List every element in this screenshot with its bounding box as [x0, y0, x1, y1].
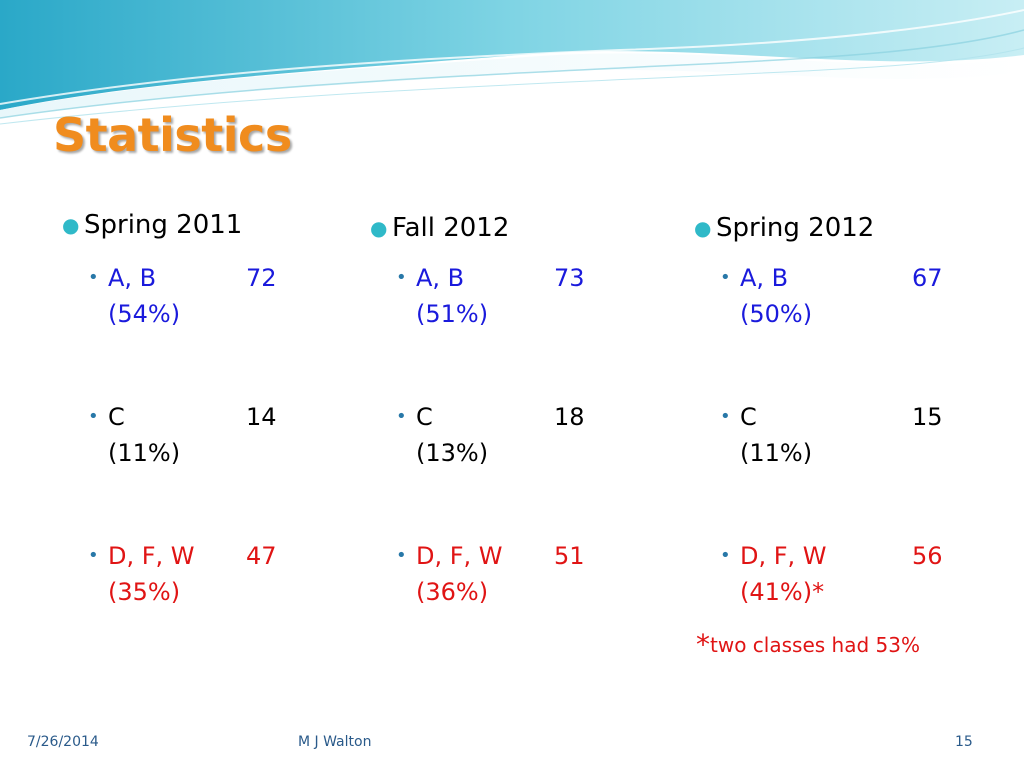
- column-fall-2012: ● Fall 2012 • A, B 73 (51%) • C 18 (13%)…: [370, 208, 670, 606]
- bullet-icon: ●: [694, 216, 712, 240]
- grade-count: 47: [246, 542, 277, 570]
- sub-bullet-icon: •: [88, 545, 99, 566]
- sub-bullet-icon: •: [720, 267, 731, 288]
- grade-count: 73: [554, 264, 585, 292]
- grade-percent: (36%): [416, 578, 489, 606]
- footnote-marker: *: [696, 628, 710, 661]
- sub-bullet-icon: •: [88, 406, 99, 427]
- grade-label: D, F, W: [416, 542, 503, 570]
- grade-percent: (54%): [108, 300, 181, 328]
- grade-percent: (50%): [740, 300, 813, 328]
- grade-label: C: [416, 403, 433, 431]
- sub-bullet-icon: •: [88, 267, 99, 288]
- sub-bullet-icon: •: [396, 267, 407, 288]
- column-spring-2011: ● Spring 2011 • A, B 72 (54%) • C 14 (11…: [62, 205, 362, 606]
- column-heading: ● Spring 2012: [694, 208, 994, 248]
- bullet-icon: ●: [370, 216, 388, 240]
- grade-count: 18: [554, 403, 585, 431]
- grade-count: 67: [912, 264, 943, 292]
- grade-label: C: [108, 403, 125, 431]
- sub-bullet-icon: •: [396, 406, 407, 427]
- sub-bullet-icon: •: [720, 545, 731, 566]
- bullet-icon: ●: [62, 213, 80, 237]
- sub-bullet-icon: •: [720, 406, 731, 427]
- grade-label: D, F, W: [740, 542, 827, 570]
- grade-label: A, B: [416, 264, 465, 292]
- grade-count: 51: [554, 542, 585, 570]
- footer-date: 7/26/2014: [27, 734, 99, 750]
- footer-author: M J Walton: [298, 734, 372, 750]
- column-heading: ● Fall 2012: [370, 208, 670, 248]
- slide-title: Statistics: [53, 108, 292, 162]
- grade-count: 72: [246, 264, 277, 292]
- footnote-text: two classes had 53%: [710, 633, 920, 657]
- header-wave-decoration: [0, 0, 1024, 125]
- column-heading-text: Spring 2011: [84, 210, 243, 240]
- grade-label: A, B: [740, 264, 789, 292]
- column-spring-2012: ● Spring 2012 • A, B 67 (50%) • C 15 (11…: [694, 208, 994, 606]
- grade-percent: (41%)*: [740, 578, 825, 606]
- column-heading-text: Fall 2012: [392, 213, 510, 243]
- grade-label: C: [740, 403, 757, 431]
- grade-percent: (11%): [108, 439, 181, 467]
- column-heading-text: Spring 2012: [716, 213, 875, 243]
- grade-percent: (11%): [740, 439, 813, 467]
- grade-label: D, F, W: [108, 542, 195, 570]
- footer-page-number: 15: [955, 734, 973, 750]
- grade-percent: (51%): [416, 300, 489, 328]
- sub-bullet-icon: •: [396, 545, 407, 566]
- footnote: *two classes had 53%: [696, 628, 920, 661]
- grade-count: 56: [912, 542, 943, 570]
- column-heading: ● Spring 2011: [62, 205, 362, 245]
- grade-count: 14: [246, 403, 277, 431]
- grade-count: 15: [912, 403, 943, 431]
- grade-percent: (35%): [108, 578, 181, 606]
- grade-label: A, B: [108, 264, 157, 292]
- grade-percent: (13%): [416, 439, 489, 467]
